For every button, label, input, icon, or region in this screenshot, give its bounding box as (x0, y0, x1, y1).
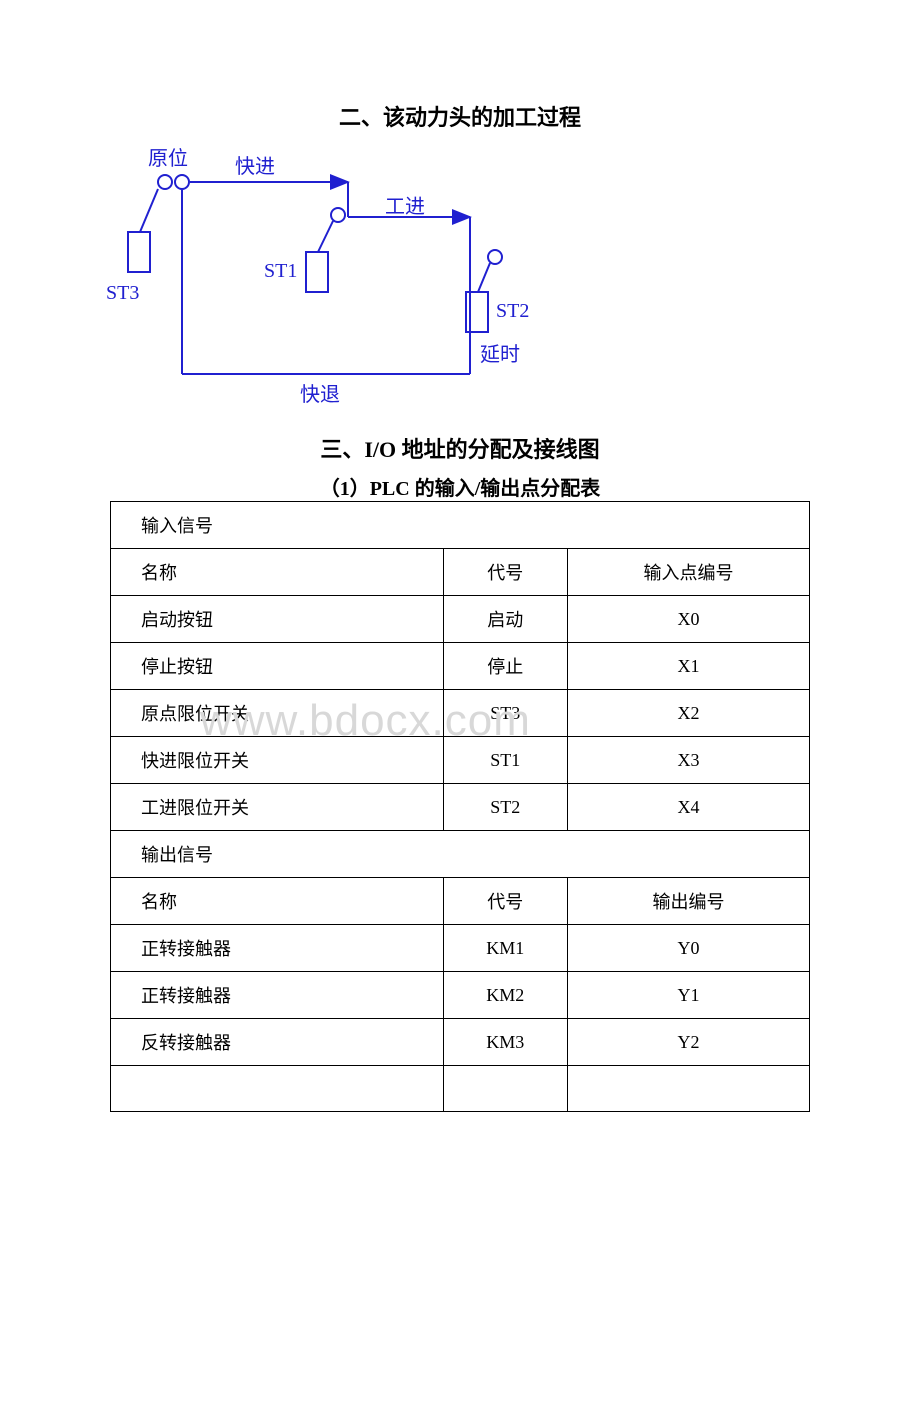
cell: 原点限位开关 (111, 690, 444, 737)
cell: X1 (567, 643, 809, 690)
cell: 工进限位开关 (111, 784, 444, 831)
cell: X3 (567, 737, 809, 784)
cell: Y0 (567, 925, 809, 972)
table-row: 输出信号 (111, 831, 810, 878)
table-row (111, 1066, 810, 1112)
cell: Y1 (567, 972, 809, 1019)
cell: Y2 (567, 1019, 809, 1066)
cell: ST2 (443, 784, 567, 831)
label-st1: ST1 (264, 260, 297, 283)
subsection-heading: （1）PLC 的输入/输出点分配表 (0, 472, 920, 501)
cell (567, 1066, 809, 1112)
cell: 启动按钮 (111, 596, 444, 643)
table-row: 停止按钮 停止 X1 (111, 643, 810, 690)
col-header: 名称 (111, 549, 444, 596)
label-fast-forward: 快进 (235, 150, 275, 179)
section2-heading: 二、该动力头的加工过程 (0, 100, 920, 132)
label-origin: 原位 (148, 142, 188, 171)
table-row: 正转接触器 KM2 Y1 (111, 972, 810, 1019)
table-row: 正转接触器 KM1 Y0 (111, 925, 810, 972)
cell (111, 1066, 444, 1112)
cell: 快进限位开关 (111, 737, 444, 784)
table-row: 快进限位开关 ST1 X3 (111, 737, 810, 784)
label-work-forward: 工进 (385, 190, 425, 219)
col-header: 输入点编号 (567, 549, 809, 596)
cell: ST3 (443, 690, 567, 737)
cell: X4 (567, 784, 809, 831)
process-diagram: 原位 快进 工进 ST3 ST1 ST2 延时 快退 (100, 142, 600, 402)
cell: 正转接触器 (111, 972, 444, 1019)
table-row: 输入信号 (111, 502, 810, 549)
output-section-header: 输出信号 (111, 831, 810, 878)
table-row: 名称 代号 输入点编号 (111, 549, 810, 596)
cell: ST1 (443, 737, 567, 784)
cell: KM1 (443, 925, 567, 972)
col-header: 输出编号 (567, 878, 809, 925)
diagram-svg (100, 142, 600, 402)
label-delay: 延时 (480, 338, 520, 367)
cell: 反转接触器 (111, 1019, 444, 1066)
label-fast-return: 快退 (300, 378, 340, 407)
cell: 启动 (443, 596, 567, 643)
io-table-wrapper: 输入信号 名称 代号 输入点编号 启动按钮 启动 X0 停止按钮 停止 X1 原… (110, 501, 810, 1112)
input-section-header: 输入信号 (111, 502, 810, 549)
cell: 停止按钮 (111, 643, 444, 690)
cell: 停止 (443, 643, 567, 690)
col-header: 名称 (111, 878, 444, 925)
cell: X2 (567, 690, 809, 737)
label-st3: ST3 (106, 282, 139, 305)
table-row: 原点限位开关 ST3 X2 (111, 690, 810, 737)
col-header: 代号 (443, 549, 567, 596)
table-row: 反转接触器 KM3 Y2 (111, 1019, 810, 1066)
cell: X0 (567, 596, 809, 643)
label-st2: ST2 (496, 300, 529, 323)
cell: KM2 (443, 972, 567, 1019)
io-allocation-table: 输入信号 名称 代号 输入点编号 启动按钮 启动 X0 停止按钮 停止 X1 原… (110, 501, 810, 1112)
table-row: 工进限位开关 ST2 X4 (111, 784, 810, 831)
table-row: 名称 代号 输出编号 (111, 878, 810, 925)
cell: 正转接触器 (111, 925, 444, 972)
cell (443, 1066, 567, 1112)
table-row: 启动按钮 启动 X0 (111, 596, 810, 643)
col-header: 代号 (443, 878, 567, 925)
section3-heading: 三、I/O 地址的分配及接线图 (0, 432, 920, 464)
cell: KM3 (443, 1019, 567, 1066)
